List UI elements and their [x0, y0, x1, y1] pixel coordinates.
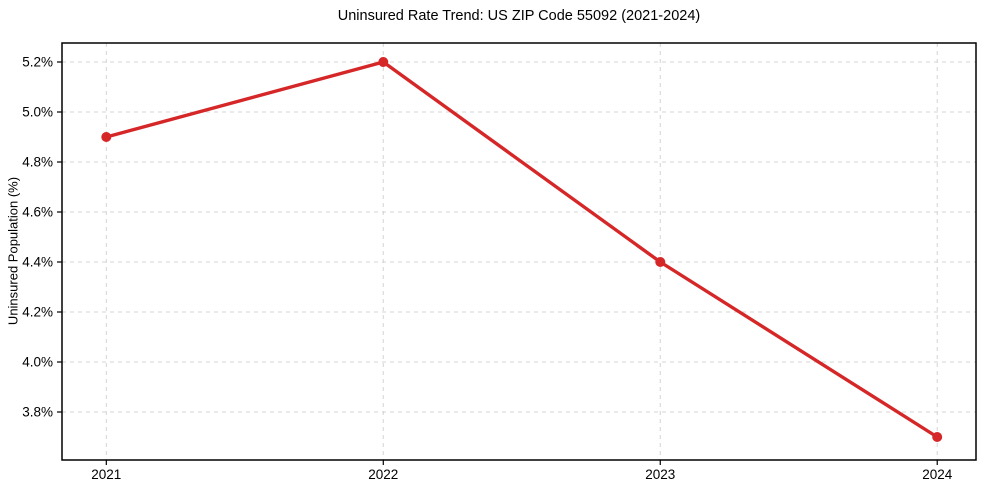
data-point-marker [655, 257, 666, 267]
y-tick-label: 4.0% [22, 355, 53, 370]
x-tick-label: 2022 [368, 467, 398, 482]
data-point-marker [932, 432, 943, 442]
x-tick-label: 2021 [91, 467, 121, 482]
data-point-marker [378, 57, 389, 67]
y-tick-label: 4.2% [22, 305, 53, 320]
x-tick-label: 2024 [922, 467, 953, 482]
y-tick-label: 4.4% [22, 255, 53, 270]
x-tick-label: 2023 [645, 467, 675, 482]
y-tick-label: 5.0% [22, 105, 53, 120]
y-tick-label: 5.2% [22, 55, 53, 70]
y-tick-label: 3.8% [22, 405, 53, 420]
trend-line [104, 60, 939, 439]
chart-title: Uninsured Rate Trend: US ZIP Code 55092 … [337, 8, 701, 24]
data-point-marker [101, 132, 112, 142]
y-tick-label: 4.8% [22, 155, 53, 170]
y-tick-label: 4.6% [22, 205, 53, 220]
plot-border [61, 42, 977, 461]
